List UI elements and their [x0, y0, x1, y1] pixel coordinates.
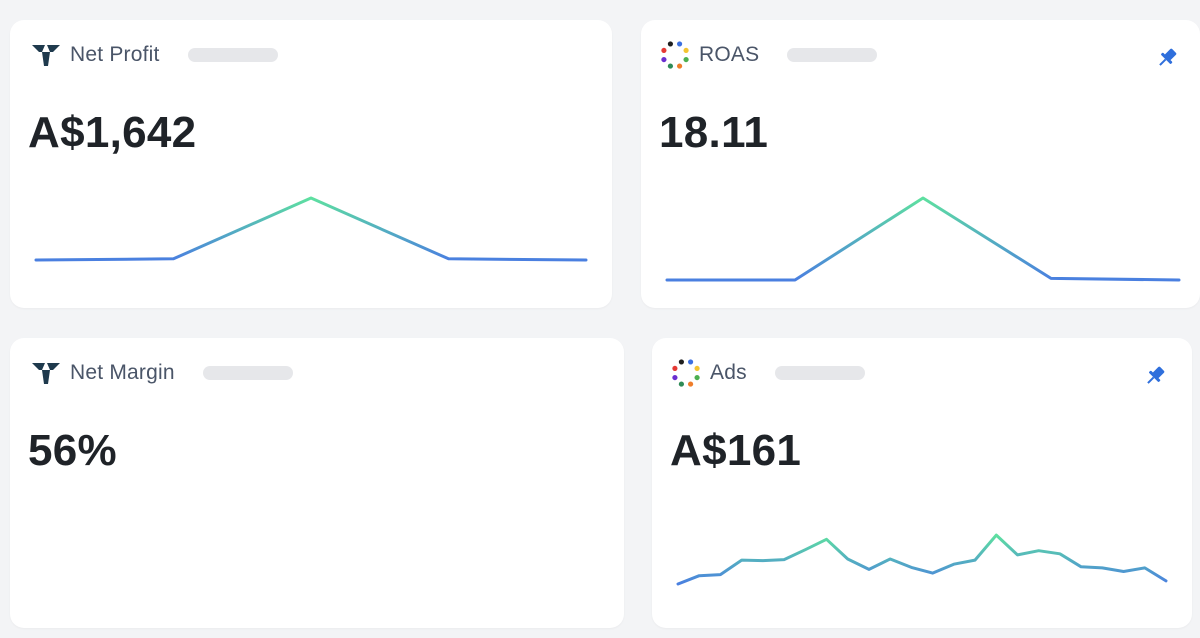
sparkline: [34, 196, 588, 262]
loading-placeholder: [787, 48, 878, 62]
dot: [667, 63, 674, 69]
dot: [687, 359, 694, 365]
dot: [667, 41, 674, 47]
dots-ring: [661, 41, 689, 69]
roas-card[interactable]: ROAS 18.11: [641, 20, 1200, 308]
dot: [661, 47, 667, 54]
loading-placeholder: [202, 366, 293, 380]
dot: [683, 47, 689, 54]
card-header: Ads: [670, 357, 865, 389]
metric-value: A$1,642: [28, 108, 197, 157]
card-header: Net Margin: [30, 357, 293, 389]
dot: [672, 374, 678, 381]
card-title: Net Margin: [70, 361, 175, 384]
sparkline: [665, 196, 1181, 282]
dot: [683, 56, 689, 63]
loading-placeholder: [774, 366, 865, 380]
ads-card[interactable]: Ads A$161: [652, 338, 1192, 628]
dot: [672, 365, 678, 372]
card-title: Net Profit: [70, 43, 160, 66]
card-title: Ads: [710, 361, 747, 384]
sparkline-path: [665, 196, 1181, 282]
pin-icon[interactable]: [1154, 45, 1180, 71]
tw-logo-icon: [30, 39, 62, 71]
dot: [678, 359, 685, 365]
card-title: ROAS: [699, 43, 760, 66]
sparkline-path: [676, 533, 1168, 586]
loading-placeholder: [187, 48, 278, 62]
dots-ring: [672, 359, 700, 387]
multicolor-dots-icon: [659, 39, 691, 71]
dot: [676, 63, 683, 69]
card-header: ROAS: [659, 39, 878, 71]
net-profit-card[interactable]: Net Profit A$1,642: [10, 20, 612, 308]
metric-value: 18.11: [659, 108, 769, 157]
card-header: Net Profit: [30, 39, 278, 71]
multicolor-dots-icon: [670, 357, 702, 389]
dot: [676, 41, 683, 47]
dot: [661, 56, 667, 63]
pin-icon[interactable]: [1142, 363, 1168, 389]
tw-logo-icon: [30, 357, 62, 389]
dot: [687, 381, 694, 387]
metric-value: 56%: [28, 426, 117, 475]
dot: [694, 365, 700, 372]
sparkline: [676, 533, 1168, 586]
dot: [694, 374, 700, 381]
net-margin-card[interactable]: Net Margin 56%: [10, 338, 624, 628]
dot: [678, 381, 685, 387]
sparkline-path: [34, 196, 588, 262]
metric-value: A$161: [670, 426, 802, 475]
